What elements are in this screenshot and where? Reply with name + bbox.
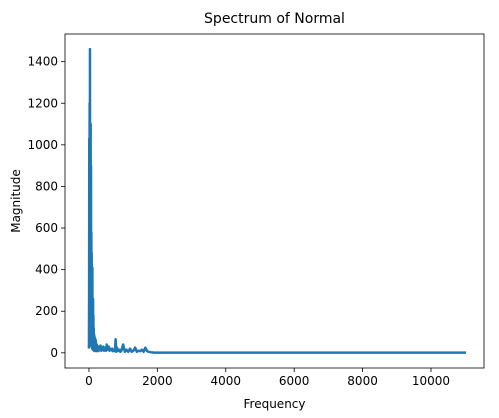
x-axis-label: Frequency (244, 397, 306, 411)
y-tick-label: 1200 (27, 96, 58, 110)
x-tick-label: 4000 (210, 374, 241, 388)
x-tick-label: 2000 (142, 374, 173, 388)
y-tick-label: 1400 (27, 55, 58, 69)
y-axis-ticks: 0 200 400 600 800 1000 1200 1400 (27, 55, 65, 360)
y-tick-label: 800 (35, 179, 58, 193)
plot-area (65, 34, 484, 368)
y-tick-label: 1000 (27, 138, 58, 152)
y-tick-label: 600 (35, 221, 58, 235)
x-tick-label: 0 (85, 374, 93, 388)
x-tick-label: 6000 (279, 374, 310, 388)
y-tick-label: 400 (35, 263, 58, 277)
x-axis-ticks: 0 2000 4000 6000 8000 10000 (85, 368, 450, 388)
plot-frame (64, 33, 485, 369)
y-axis-label: Magnitude (9, 169, 23, 233)
y-tick-label: 0 (50, 346, 58, 360)
chart-title: Spectrum of Normal (204, 11, 345, 27)
series-line (87, 47, 467, 354)
x-tick-label: 10000 (412, 374, 450, 388)
x-tick-label: 8000 (347, 374, 378, 388)
y-tick-label: 200 (35, 304, 58, 318)
